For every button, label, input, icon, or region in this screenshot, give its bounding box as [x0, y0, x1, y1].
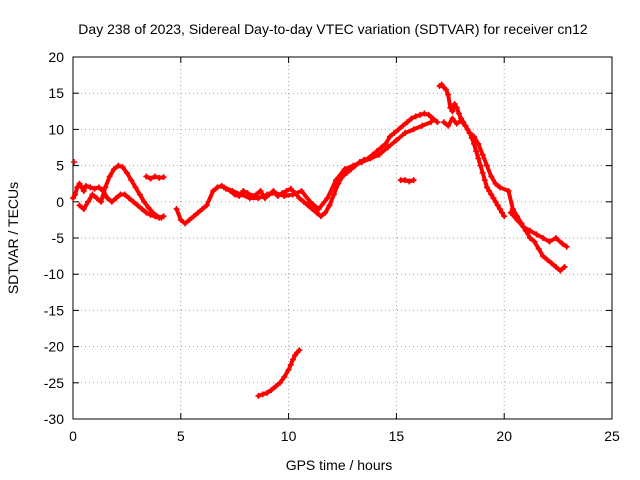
data-trace [446, 92, 453, 110]
data-trace [407, 178, 416, 184]
y-tick-label: 5 [56, 158, 64, 174]
data-trace [157, 175, 166, 180]
y-tick-label: -5 [52, 230, 65, 246]
x-axis: 0 5 10 15 20 25 [69, 57, 620, 444]
y-tick-label: 0 [56, 194, 64, 210]
y-tick-label: 20 [48, 49, 64, 65]
chart-title: Day 238 of 2023, Sidereal Day-to-day VTE… [78, 21, 588, 37]
x-tick-label: 15 [389, 428, 405, 444]
data-trace [500, 210, 507, 219]
y-tick-label: -30 [44, 411, 64, 427]
data-trace [155, 214, 164, 220]
y-tick-label: -15 [44, 302, 64, 318]
x-tick-label: 25 [604, 428, 620, 444]
y-tick-label: -20 [44, 339, 64, 355]
y-axis-label: SDTVAR / TECUs [5, 182, 21, 294]
data-point [71, 158, 78, 165]
data-trace [99, 185, 108, 204]
x-tick-label: 20 [496, 428, 512, 444]
data-trace [431, 116, 440, 125]
y-tick-label: 15 [48, 85, 64, 101]
data-points [70, 81, 570, 399]
data-trace [325, 178, 339, 201]
data-trace [420, 120, 433, 128]
data-trace [560, 241, 569, 249]
x-tick-label: 5 [177, 428, 185, 444]
x-tick-label: 10 [281, 428, 297, 444]
data-trace [204, 188, 216, 208]
x-axis-label: GPS time / hours [286, 457, 393, 473]
y-tick-label: -10 [44, 266, 64, 282]
data-trace [295, 348, 302, 355]
grid [73, 57, 612, 419]
y-tick-label: 10 [48, 121, 64, 137]
data-trace [316, 196, 330, 212]
x-tick-label: 0 [69, 428, 77, 444]
data-trace [558, 264, 567, 273]
y-tick-label: -25 [44, 375, 64, 391]
data-trace [506, 188, 515, 212]
y-axis: -30 -25 -20 -15 -10 -5 0 5 10 15 20 [44, 49, 612, 427]
data-trace [334, 167, 347, 183]
data-trace [299, 188, 313, 204]
